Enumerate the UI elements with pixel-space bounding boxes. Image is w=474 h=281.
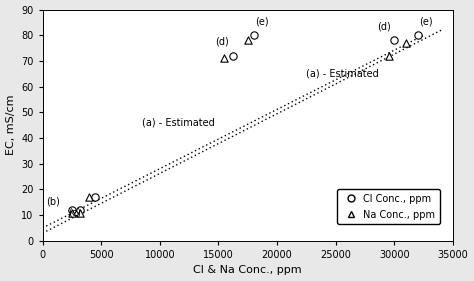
Y-axis label: EC, mS/cm: EC, mS/cm [6, 95, 16, 155]
Text: (c): (c) [68, 208, 81, 218]
Point [220, 56, 228, 61]
Point [391, 38, 398, 43]
Text: (d): (d) [215, 37, 229, 47]
Legend: Cl Conc., ppm, Na Conc., ppm: Cl Conc., ppm, Na Conc., ppm [337, 189, 440, 225]
Point [414, 33, 422, 37]
Text: (b): (b) [46, 196, 60, 206]
Text: (e): (e) [419, 16, 433, 26]
Point [76, 210, 84, 215]
Text: (a) - Estimated: (a) - Estimated [307, 69, 379, 79]
Text: (d): (d) [377, 21, 391, 31]
Point [68, 208, 76, 212]
Point [76, 208, 84, 212]
X-axis label: Cl & Na Conc., ppm: Cl & Na Conc., ppm [193, 266, 302, 275]
Text: (e): (e) [255, 16, 269, 26]
Point [402, 41, 410, 45]
Point [385, 54, 392, 58]
Point [229, 54, 237, 58]
Point [91, 195, 99, 200]
Point [68, 210, 76, 215]
Point [86, 195, 93, 200]
Text: (a) - Estimated: (a) - Estimated [142, 118, 215, 128]
Point [244, 38, 252, 43]
Point [250, 33, 257, 37]
